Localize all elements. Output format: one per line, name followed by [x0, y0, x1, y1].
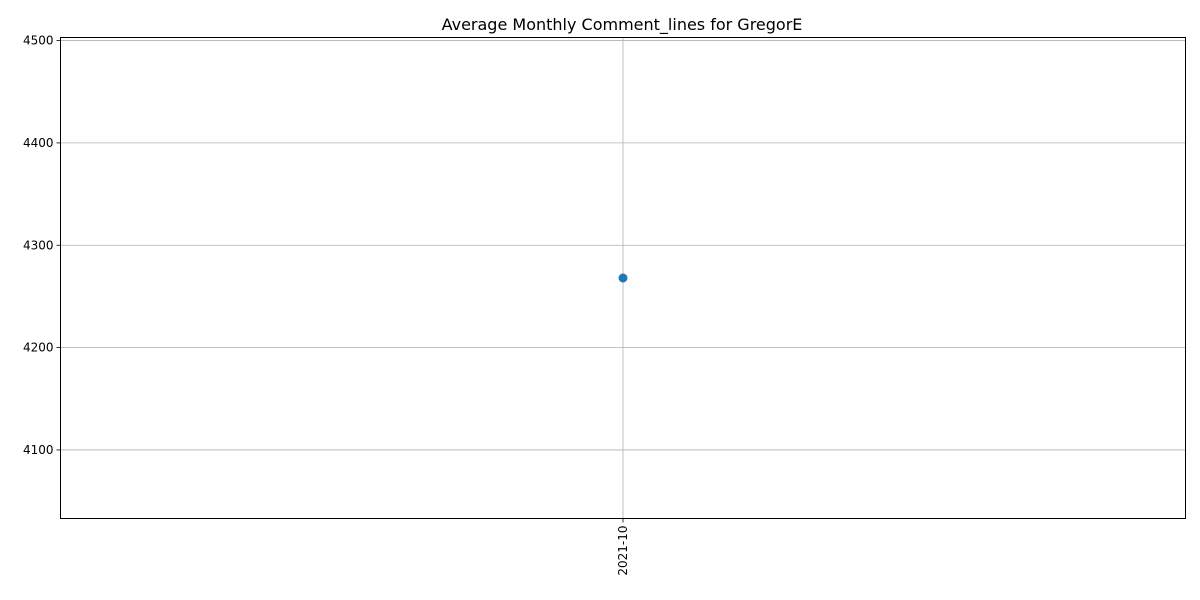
y-tick-label: 4200	[23, 341, 54, 355]
plot-frame	[60, 37, 1186, 519]
y-tick-label: 4400	[23, 136, 54, 150]
x-tick-label: 2021-10	[616, 526, 630, 576]
data-point	[618, 273, 628, 283]
y-tick-label: 4500	[23, 34, 54, 48]
series-layer	[618, 273, 628, 283]
x-axis: 2021-10	[616, 518, 630, 576]
y-axis: 4100 4200 4300 4400 4500	[23, 34, 61, 457]
y-tick-label: 4100	[23, 443, 54, 457]
y-tick-label: 4300	[23, 238, 54, 252]
chart-title: Average Monthly Comment_lines for Gregor…	[442, 15, 803, 35]
